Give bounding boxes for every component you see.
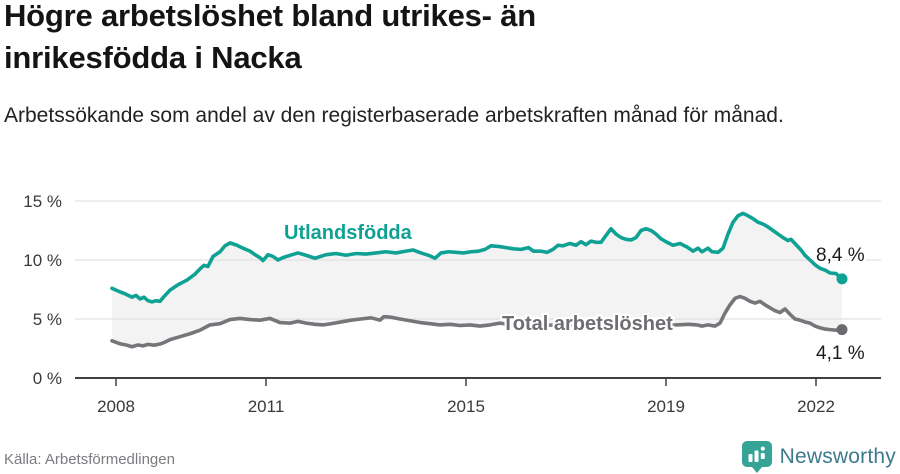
page-title: Högre arbetslöshet bland utrikes- än inr… — [4, 0, 784, 79]
end-value-label-total: 4,1 % — [816, 343, 865, 364]
x-tick-label: 2008 — [97, 397, 135, 416]
series-label-total-arbetsloshet: Total arbetslöshet — [502, 313, 673, 335]
source-note: Källa: Arbetsförmedlingen — [4, 451, 175, 468]
series-end-dot-0 — [836, 273, 848, 285]
page-title-line2: inrikesfödda i Nacka — [4, 40, 302, 75]
newsworthy-wordmark: Newsworthy — [779, 445, 896, 468]
series-end-dot-1 — [836, 324, 848, 336]
series-line-1 — [110, 294, 844, 349]
x-tick-label: 2019 — [647, 397, 685, 416]
series-line-0 — [110, 211, 844, 304]
y-tick-label: 15 % — [23, 192, 62, 211]
page-title-line1: Högre arbetslöshet bland utrikes- än — [4, 0, 536, 33]
x-tick-label: 2015 — [447, 397, 485, 416]
y-tick-label: 0 % — [33, 369, 62, 388]
y-tick-label: 5 % — [33, 310, 62, 329]
series-label-utlandsfodda: Utlandsfödda — [284, 222, 412, 244]
newsworthy-logo-icon — [741, 441, 772, 473]
x-tick-label: 2011 — [248, 397, 285, 416]
between-series-area — [112, 213, 842, 347]
end-value-label-utlandsfodda: 8,4 % — [816, 245, 865, 266]
x-tick-label: 2022 — [797, 397, 835, 416]
chart-subtitle: Arbetssökande som andel av den registerb… — [4, 104, 784, 127]
y-tick-label: 10 % — [23, 251, 62, 270]
newsworthy-brand: Newsworthy — [741, 441, 896, 473]
